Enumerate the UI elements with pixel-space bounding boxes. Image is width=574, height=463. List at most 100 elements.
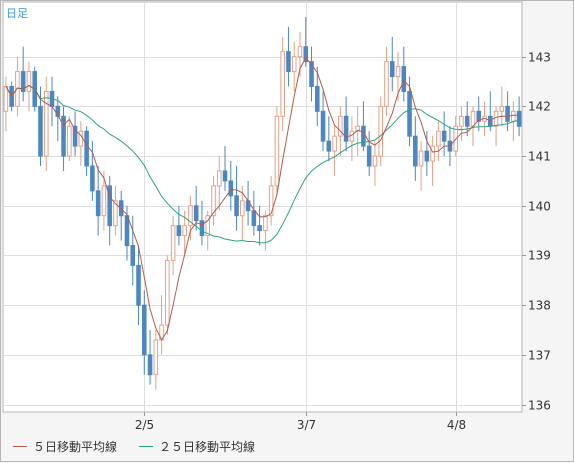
candle-body <box>274 115 280 187</box>
candle-body <box>418 150 424 167</box>
y-tick-label: 137 <box>528 349 551 363</box>
candle-body <box>413 135 418 167</box>
candle-body <box>55 105 61 117</box>
candle-body <box>101 185 107 217</box>
candle-body <box>355 125 360 132</box>
ma25-line <box>5 84 520 244</box>
candle-body <box>199 220 205 237</box>
candle-body <box>20 71 26 92</box>
candle-body <box>38 105 43 157</box>
candle-body <box>343 115 349 142</box>
candle-body <box>476 110 482 122</box>
candle-body <box>459 115 464 127</box>
candle-body <box>378 105 384 157</box>
candle-body <box>84 130 89 167</box>
candle-body <box>147 354 153 376</box>
candle-body <box>395 66 401 78</box>
candle-body <box>286 51 291 73</box>
candle-body <box>401 66 407 92</box>
candle-body <box>188 205 193 227</box>
candle-body <box>361 125 366 147</box>
candle-body <box>170 225 176 261</box>
candle-body <box>366 145 372 167</box>
candle-body <box>424 150 430 162</box>
candle-body <box>113 200 118 227</box>
candle-body <box>487 115 493 127</box>
candle-body <box>499 105 505 112</box>
x-tick-label: 2/5 <box>135 418 154 432</box>
candle-body <box>153 339 159 376</box>
candle-body <box>61 115 66 157</box>
legend: ５日移動平均線 ２５日移動平均線 <box>13 438 255 455</box>
candle-body <box>176 225 182 237</box>
candle-body <box>326 140 332 152</box>
candle-body <box>430 145 435 162</box>
candle-body <box>464 115 470 127</box>
candle-body <box>107 185 112 227</box>
candle-body <box>291 56 297 73</box>
candle-body <box>470 110 476 127</box>
candle-body <box>407 90 412 137</box>
candle-body <box>26 71 32 92</box>
candle-body <box>505 105 510 122</box>
y-tick-label: 141 <box>528 150 551 164</box>
y-tick-label: 138 <box>528 299 551 313</box>
candle-body <box>130 245 136 266</box>
candle-body <box>372 155 378 167</box>
legend-item-ma5: ５日移動平均線 <box>13 438 117 455</box>
legend-label-ma5: ５日移動平均線 <box>33 440 118 454</box>
candle-body <box>349 130 355 142</box>
legend-item-ma25: ２５日移動平均線 <box>139 438 255 455</box>
candle-body <box>320 110 326 142</box>
candle-body <box>280 51 285 117</box>
candle-body <box>211 185 216 217</box>
candle-body <box>234 195 239 217</box>
candle-body <box>338 115 343 137</box>
candle-body <box>72 125 78 147</box>
y-tick-label: 142 <box>528 100 551 114</box>
x-tick-label: 3/7 <box>297 418 316 432</box>
period-label: 日足 <box>6 7 28 20</box>
candle-body <box>124 215 130 247</box>
candle-body <box>228 180 234 197</box>
candle-body <box>441 130 447 142</box>
candle-body <box>141 304 147 356</box>
candle-body <box>222 170 228 182</box>
candle-body <box>314 85 320 112</box>
y-tick-label: 139 <box>528 249 551 263</box>
candle-body <box>303 46 309 63</box>
candle-body <box>136 264 141 306</box>
candle-body <box>332 135 337 152</box>
candle-body <box>516 110 522 127</box>
candle-body <box>90 165 95 192</box>
candle-body <box>257 225 262 232</box>
candle-body <box>493 110 499 127</box>
candle-body <box>436 130 441 147</box>
candle-body <box>389 61 395 78</box>
candle-body <box>43 90 49 157</box>
candle-body <box>3 85 9 112</box>
candle-body <box>263 215 268 232</box>
x-tick-label: 4/8 <box>447 418 466 432</box>
candle-body <box>309 61 314 87</box>
legend-swatch-ma5 <box>13 446 27 447</box>
candle-body <box>67 125 72 157</box>
candle-body <box>78 130 84 147</box>
candle-body <box>95 190 101 217</box>
candle-body <box>15 71 20 107</box>
legend-label-ma25: ２５日移動平均線 <box>159 440 256 454</box>
candle-body <box>297 46 303 58</box>
candle-body <box>511 110 516 122</box>
y-tick-label: 136 <box>528 399 551 413</box>
candle-body <box>251 210 257 227</box>
legend-swatch-ma25 <box>139 446 154 447</box>
ma5-line <box>5 56 520 341</box>
candle-body <box>193 205 199 222</box>
candle-body <box>205 215 211 237</box>
candle-body <box>384 61 389 107</box>
candle-body <box>240 200 245 217</box>
y-tick-label: 143 <box>528 51 551 65</box>
candle-body <box>268 185 274 217</box>
